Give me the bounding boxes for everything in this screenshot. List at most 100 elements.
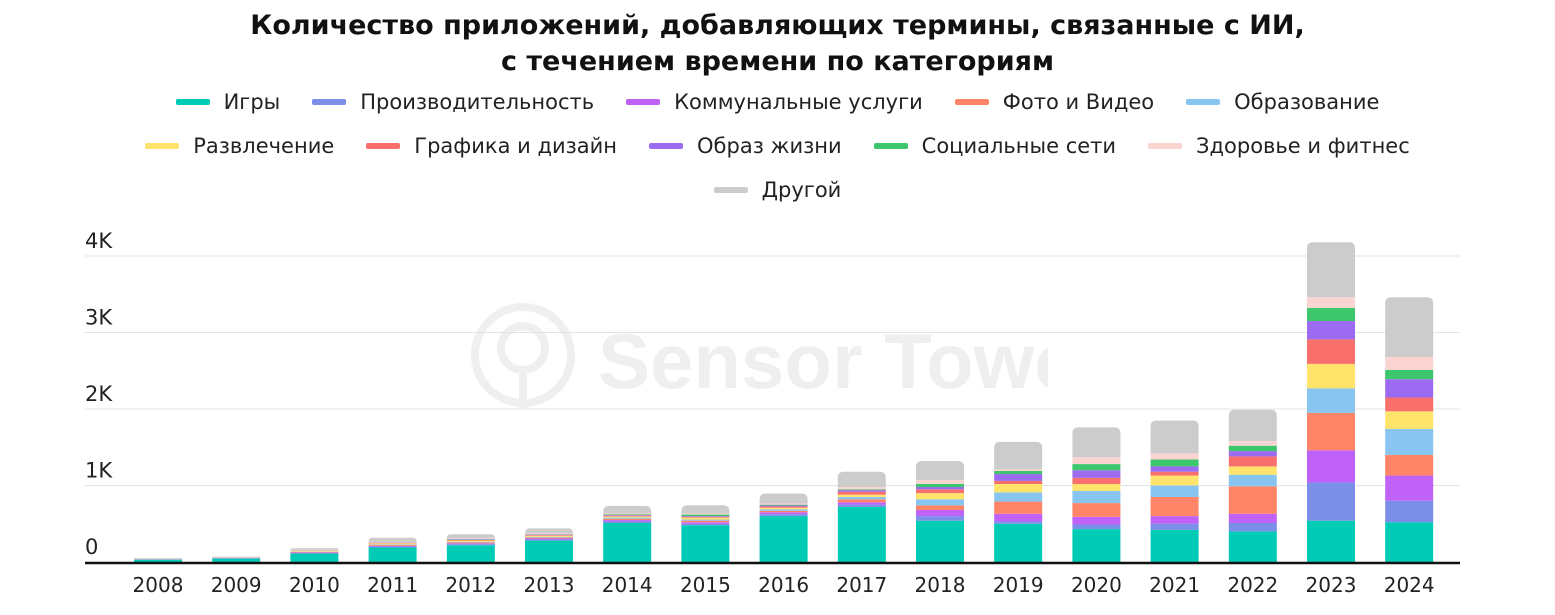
legend-swatch — [1186, 99, 1221, 105]
bar-segment — [1150, 529, 1199, 562]
bar-segment — [1385, 522, 1434, 562]
bar-segment — [837, 506, 886, 562]
legend-item[interactable]: Образ жизни — [649, 134, 842, 158]
bar-segment — [837, 491, 886, 495]
legend-swatch — [626, 99, 661, 105]
bar-segment — [1072, 427, 1121, 458]
bar-segment — [759, 503, 808, 505]
bar-segment — [759, 507, 808, 510]
bar-segment — [525, 539, 573, 541]
legend-row: Другой — [0, 168, 1555, 212]
bar-segment — [603, 514, 652, 516]
bar-segment — [994, 501, 1043, 514]
bar-segment — [1072, 464, 1121, 471]
bar-segment — [1072, 503, 1121, 517]
bar-segment — [368, 545, 417, 547]
bar-segment — [1072, 470, 1121, 478]
bar-segment — [916, 505, 964, 510]
bar-segment — [1228, 486, 1277, 514]
y-tick-label: 4K — [85, 229, 113, 253]
legend-item[interactable]: Фото и Видео — [954, 90, 1155, 114]
bar-segment — [681, 522, 730, 524]
x-tick-label: 2011 — [367, 573, 418, 597]
bar-segment — [1150, 471, 1199, 476]
bar-segment — [681, 505, 730, 514]
legend-item[interactable]: Графика и дизайн — [366, 134, 617, 158]
y-tick-label: 2K — [85, 382, 113, 406]
chart-title-line-1: Количество приложений, добавляющих терми… — [250, 10, 1305, 41]
legend-item[interactable]: Другой — [713, 178, 842, 202]
legend-item[interactable]: Коммунальные услуги — [626, 90, 923, 114]
bar-segment — [1228, 409, 1277, 442]
bar-segment — [446, 542, 495, 544]
x-tick-label: 2012 — [445, 573, 496, 597]
bar-segment — [837, 487, 886, 490]
bar-segment — [837, 502, 886, 505]
bar-segment — [1385, 428, 1434, 455]
bar-segment — [681, 514, 730, 517]
legend-label: Фото и Видео — [1002, 90, 1155, 114]
bar-segment — [290, 552, 339, 554]
legend-swatch — [649, 143, 684, 149]
bar-segment — [1307, 482, 1355, 521]
x-tick-label: 2010 — [289, 573, 340, 597]
bar-segment — [1385, 379, 1434, 398]
bar-segment — [368, 547, 417, 562]
bar-segment — [759, 493, 808, 504]
legend-label: Здоровье и фитнес — [1196, 134, 1410, 158]
bar-segment — [1385, 297, 1434, 357]
bar-segment — [681, 520, 730, 523]
bar-segment — [916, 493, 964, 500]
legend-item[interactable]: Социальные сети — [873, 134, 1116, 158]
bar-segment — [290, 553, 339, 562]
bar-segment — [603, 515, 652, 516]
bar-segment — [1072, 457, 1121, 465]
bar-segment — [1150, 485, 1199, 497]
legend-label: Производительность — [360, 90, 595, 114]
bar-segment — [1228, 451, 1277, 457]
legend-item[interactable]: Образование — [1186, 90, 1379, 114]
bar-segment — [916, 509, 964, 517]
bar-segment — [916, 480, 964, 484]
bar-segment — [837, 499, 886, 503]
bar-segment — [1385, 454, 1434, 476]
bar-segment — [525, 528, 573, 534]
bar-segment — [1307, 242, 1355, 298]
legend-item[interactable]: Здоровье и фитнес — [1148, 134, 1410, 158]
bar-segment — [290, 548, 339, 550]
x-tick-label: 2013 — [524, 573, 575, 597]
legend-label: Игры — [223, 90, 281, 114]
bar-segment — [1228, 522, 1277, 532]
bar-segment — [446, 543, 495, 545]
legend-label: Образ жизни — [697, 134, 842, 158]
chart-legend: Игры Производительность Коммунальные услуг… — [0, 80, 1555, 212]
bar-segment — [1072, 524, 1121, 530]
bar-segment — [603, 520, 652, 522]
x-tick-label: 2020 — [1071, 573, 1122, 597]
bar-segment — [368, 541, 417, 543]
bar-segment — [446, 539, 495, 541]
bar-segment — [603, 517, 652, 519]
bar-segment — [837, 504, 886, 507]
legend-label: Другой — [761, 178, 842, 202]
legend-item[interactable]: Развлечение — [145, 134, 334, 158]
legend-item[interactable]: Игры — [175, 90, 281, 114]
legend-item[interactable]: Производительность — [312, 90, 594, 114]
bar-segment — [134, 559, 182, 562]
bar-segment — [916, 520, 964, 562]
bar-segment — [916, 487, 964, 490]
bar-segment — [525, 540, 573, 562]
bar-segment — [1072, 483, 1121, 491]
bar-segment — [368, 546, 417, 548]
bar-segment — [759, 514, 808, 517]
bar-segment — [994, 521, 1043, 524]
bar-segment — [681, 523, 730, 526]
bar-segment — [681, 513, 730, 515]
bar-segment — [837, 490, 886, 492]
bar-segment — [525, 537, 573, 539]
bar-segment — [1228, 513, 1277, 523]
bar-segment — [1307, 412, 1355, 451]
chart-title: Количество приложений, добавляющих терми… — [0, 8, 1555, 80]
bar-segment — [290, 549, 339, 551]
x-tick-label: 2022 — [1227, 573, 1278, 597]
